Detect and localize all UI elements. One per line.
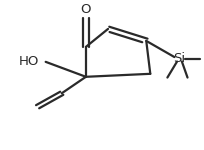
Text: Si: Si: [173, 52, 185, 65]
Text: O: O: [81, 3, 91, 16]
Text: HO: HO: [19, 55, 40, 68]
